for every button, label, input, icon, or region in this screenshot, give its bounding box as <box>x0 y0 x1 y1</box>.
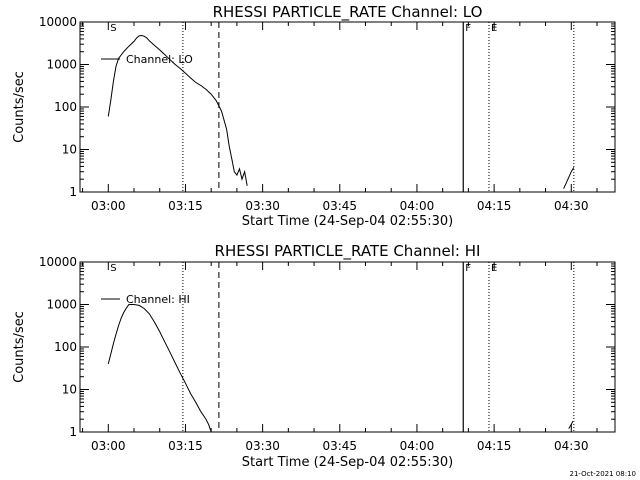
y-tick-label: 10000 <box>39 15 77 29</box>
data-series-line-1 <box>568 420 574 429</box>
x-tick-label: 03:30 <box>245 439 280 453</box>
chart-title: RHESSI PARTICLE_RATE Channel: HI <box>215 242 481 261</box>
y-tick-label: 1000 <box>46 298 77 312</box>
x-tick-label: 04:30 <box>554 199 589 213</box>
legend-label: Channel: HI <box>126 293 190 306</box>
x-tick-label: 03:15 <box>168 439 203 453</box>
plot-frame <box>79 21 616 193</box>
y-tick-label: 1 <box>69 185 77 199</box>
chart-title: RHESSI PARTICLE_RATE Channel: LO <box>213 3 483 22</box>
x-tick-label: 03:15 <box>168 199 203 213</box>
marker-label-E: E <box>491 23 497 34</box>
data-series-line-0 <box>107 34 248 186</box>
x-tick-label: 04:00 <box>400 199 435 213</box>
y-tick-label: 10 <box>62 143 77 157</box>
x-tick-label: 03:30 <box>245 199 280 213</box>
legend-label: Channel: LO <box>126 53 193 66</box>
y-tick-label: 1 <box>69 425 77 439</box>
plot-frame <box>79 261 616 433</box>
x-tick-label: 03:00 <box>91 199 126 213</box>
y-tick-label: 1000 <box>46 58 77 72</box>
x-tick-label: 04:00 <box>400 439 435 453</box>
y-axis-label: Counts/sec <box>12 311 27 383</box>
data-series-line-1 <box>563 167 575 189</box>
marker-label-E: E <box>491 263 497 274</box>
marker-label-S: S <box>110 23 116 34</box>
data-series-line-0 <box>107 304 212 433</box>
marker-label-F: F <box>465 263 471 274</box>
timestamp-label: 21-Oct-2021 08:10 <box>570 470 636 478</box>
x-tick-label: 04:30 <box>554 439 589 453</box>
y-tick-label: 10000 <box>39 255 77 269</box>
chart-panel-hi: RHESSI PARTICLE_RATE Channel: HI Counts/s… <box>12 242 616 470</box>
y-tick-label: 10 <box>62 383 77 397</box>
chart-panel-lo: RHESSI PARTICLE_RATE Channel: LO Counts/s… <box>12 3 616 229</box>
x-axis-label: Start Time (24-Sep-04 02:55:30) <box>242 455 453 470</box>
x-axis-label: Start Time (24-Sep-04 02:55:30) <box>242 214 453 229</box>
marker-label-S: S <box>110 263 116 274</box>
y-tick-label: 100 <box>54 340 77 354</box>
x-tick-label: 03:00 <box>91 439 126 453</box>
x-tick-label: 04:15 <box>477 439 512 453</box>
x-tick-label: 03:45 <box>322 439 357 453</box>
y-axis-label: Counts/sec <box>12 71 27 143</box>
x-tick-label: 03:45 <box>322 199 357 213</box>
x-tick-label: 04:15 <box>477 199 512 213</box>
y-tick-label: 100 <box>54 100 77 114</box>
marker-label-F: F <box>465 23 471 34</box>
